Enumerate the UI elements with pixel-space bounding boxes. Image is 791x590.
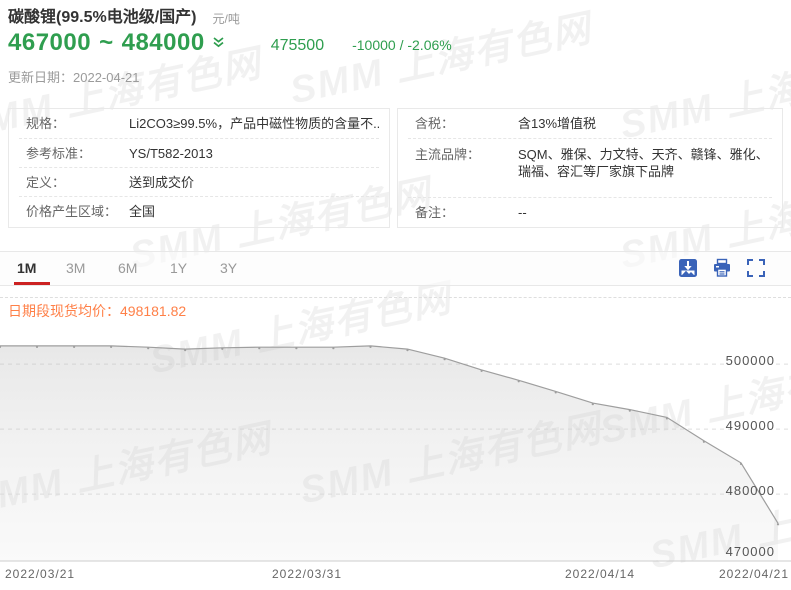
y-tick-label: 480000 — [725, 483, 775, 498]
spec-label: 主流品牌： — [415, 147, 481, 162]
tab-3y[interactable]: 3Y — [220, 260, 238, 276]
spec-value: YS/T582-2013 — [129, 146, 213, 161]
price-change: -10000 / -2.06% — [352, 37, 452, 53]
spec-value: Li2CO3≥99.5%，产品中磁性物质的含量不... — [129, 116, 379, 131]
spec-row-remark: 备注： -- — [408, 197, 772, 226]
price-row: 467000 ~484000 475500 -10000 / -2.06% — [8, 29, 452, 57]
printer-icon[interactable] — [712, 258, 732, 278]
price-separator: ~ — [99, 29, 114, 56]
spec-row-definition: 定义： 送到成交价 — [19, 167, 379, 196]
spec-row-specification: 规格： Li2CO3≥99.5%，产品中磁性物质的含量不... — [19, 109, 379, 138]
price-range: 467000 ~484000 — [8, 29, 205, 57]
chart-legend[interactable]: 日期段现货均价：498181.82 — [8, 301, 186, 321]
active-tab-underline — [14, 282, 50, 285]
tab-3m[interactable]: 3M — [66, 260, 86, 276]
y-tick-label: 490000 — [725, 418, 775, 433]
current-average-price: 475500 — [270, 37, 325, 54]
header: 碳酸锂(99.5%电池级/国产) 元/吨 — [8, 8, 240, 28]
period-tabbar: 1M 3M 6M 1Y 3Y — [0, 252, 791, 286]
price-low: 467000 — [8, 29, 92, 56]
legend-value: 498181.82 — [120, 303, 187, 319]
spec-label: 含税： — [415, 116, 455, 131]
spec-row-main-brands: 主流品牌： SQM、雅保、力文特、天齐、赣锋、雅化、瑞福、容汇等厂家旗下品牌 — [408, 138, 772, 197]
price-high: 484000 — [121, 29, 205, 56]
spec-value: 全国 — [129, 204, 156, 219]
spec-value: SQM、雅保、力文特、天齐、赣锋、雅化、瑞福、容汇等厂家旗下品牌 — [518, 147, 769, 179]
price-trend-chart[interactable] — [0, 331, 791, 563]
tab-6m[interactable]: 6M — [118, 260, 138, 276]
legend-label: 日期段现货均价： — [8, 303, 120, 319]
spec-row-tax: 含税： 含13%增值税 — [408, 109, 772, 138]
page-title: 碳酸锂(99.5%电池级/国产) — [8, 9, 197, 26]
data-point-markers — [0, 345, 780, 526]
tab-1m[interactable]: 1M — [17, 260, 37, 276]
update-date: 更新日期：2022-04-21 — [8, 70, 140, 85]
chart-panel: 1M 3M 6M 1Y 3Y — [0, 251, 791, 590]
spec-table-left: 规格： Li2CO3≥99.5%，产品中磁性物质的含量不... 参考标准： YS… — [8, 108, 390, 228]
tab-1y[interactable]: 1Y — [170, 260, 188, 276]
price-line — [0, 345, 779, 524]
x-tick-label: 2022/03/31 — [271, 567, 343, 581]
spec-value: -- — [518, 205, 527, 220]
y-tick-label: 470000 — [725, 544, 775, 559]
spec-value: 含13%增值税 — [518, 116, 597, 131]
price-unit: 元/吨 — [212, 12, 240, 26]
save-image-icon[interactable] — [678, 258, 698, 278]
spec-row-price-region: 价格产生区域： 全国 — [19, 196, 379, 225]
x-tick-label: 2022/04/14 — [564, 567, 636, 581]
area-fill — [0, 345, 778, 561]
spec-table-right: 含税： 含13%增值税 主流品牌： SQM、雅保、力文特、天齐、赣锋、雅化、瑞福… — [397, 108, 783, 228]
x-tick-label: 2022/03/21 — [5, 567, 76, 581]
chart-separator — [0, 297, 791, 298]
spec-row-reference-standard: 参考标准： YS/T582-2013 — [19, 138, 379, 167]
y-tick-label: 500000 — [725, 353, 775, 368]
spec-label: 规格： — [26, 116, 66, 131]
spec-label: 备注： — [415, 205, 455, 220]
price-down-arrow-icon — [212, 35, 225, 53]
smm-watermark: SMM 上海有色网 — [286, 7, 596, 113]
spec-value: 送到成交价 — [129, 175, 195, 190]
spec-label: 价格产生区域： — [26, 204, 118, 219]
fullscreen-icon[interactable] — [746, 258, 766, 278]
x-tick-label: 2022/04/21 — [718, 567, 789, 581]
spec-label: 定义： — [26, 175, 66, 190]
spec-label: 参考标准： — [26, 146, 92, 161]
